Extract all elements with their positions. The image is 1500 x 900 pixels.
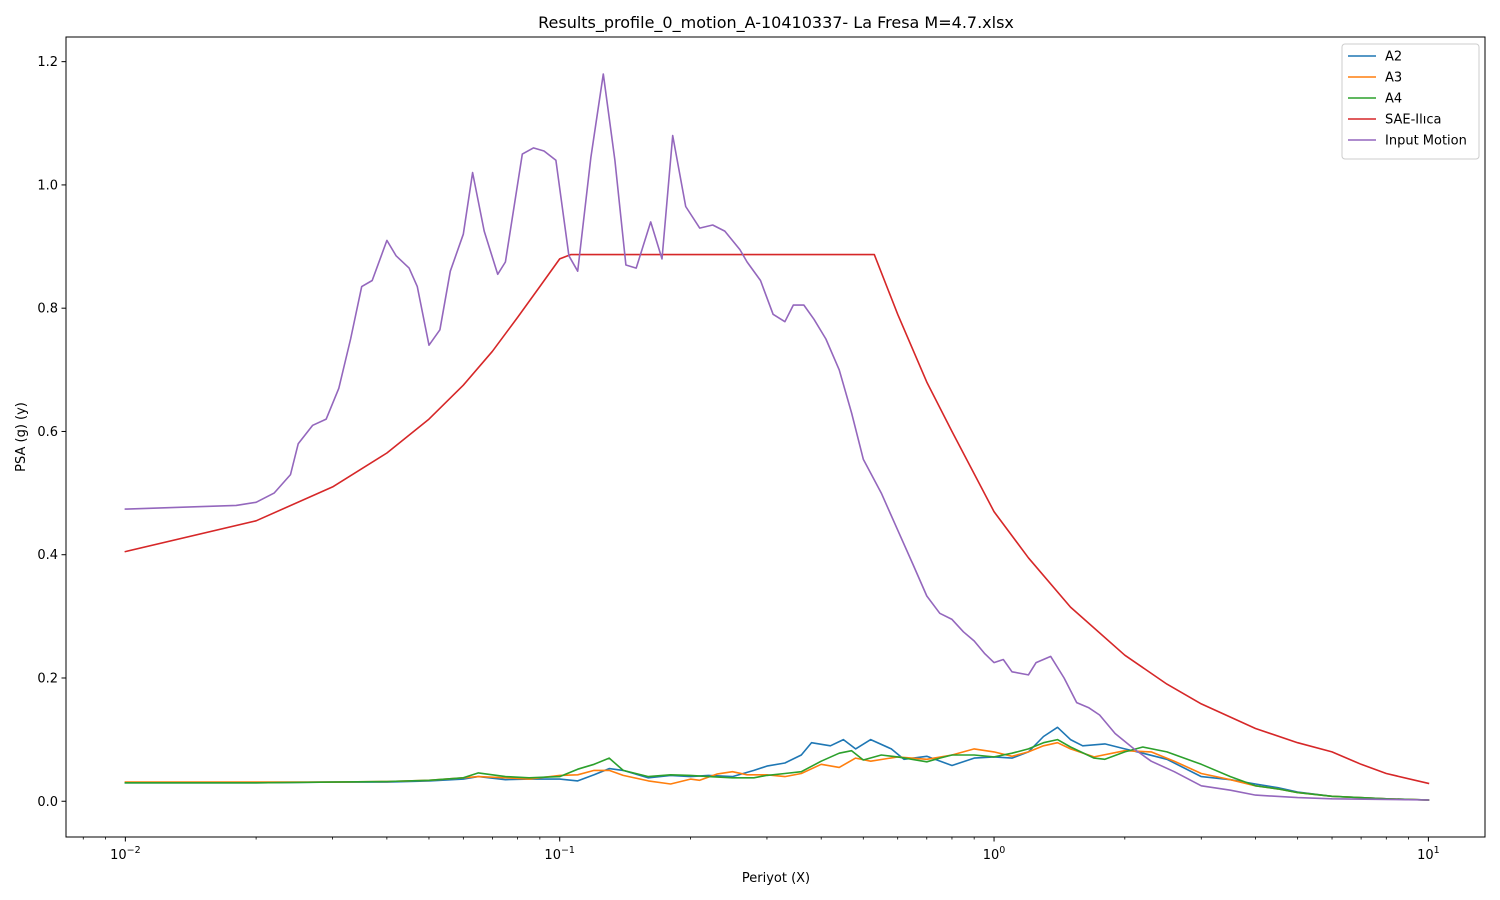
plot-area: 10−2 10−1 100 101 0.0 0.2 0.4 0.6 0.8 1.0 1.2 bbox=[37, 36, 1486, 863]
y-tick-label: 0.6 bbox=[37, 425, 58, 440]
series-group bbox=[124, 73, 1430, 801]
y-tick-label: 0.0 bbox=[37, 795, 58, 810]
legend-label: Input Motion bbox=[1385, 134, 1467, 149]
x-tick-label: 100 bbox=[983, 845, 1006, 863]
legend-label: A4 bbox=[1385, 92, 1402, 107]
y-tick-label: 0.4 bbox=[37, 548, 58, 563]
x-tick-label: 10−1 bbox=[544, 845, 575, 863]
legend-label: A2 bbox=[1385, 50, 1402, 65]
legend-label: SAE-Ilıca bbox=[1385, 113, 1441, 128]
series-line-3 bbox=[124, 253, 1430, 785]
y-tick-label: 1.0 bbox=[37, 178, 58, 193]
legend: A2 A3 A4 SAE-Ilıca Input Motion bbox=[1341, 43, 1480, 160]
x-axis-label: Periyot (X) bbox=[742, 871, 810, 886]
y-axis-label: PSA (g) (y) bbox=[14, 402, 29, 472]
series-lines bbox=[124, 73, 1430, 801]
y-tick-label: 1.2 bbox=[37, 55, 58, 70]
x-tick-label: 10−2 bbox=[110, 845, 141, 863]
y-tick-label: 0.8 bbox=[37, 302, 58, 317]
y-tick-label: 0.2 bbox=[37, 671, 58, 686]
axes-frame bbox=[65, 36, 1486, 838]
series-line-4 bbox=[124, 73, 1430, 801]
series-line-0 bbox=[124, 726, 1430, 801]
chart-title: Results_profile_0_motion_A-10410337- La … bbox=[538, 13, 1014, 33]
legend-box bbox=[1341, 43, 1480, 160]
x-tick-label: 101 bbox=[1417, 845, 1440, 863]
axes: 10−2 10−1 100 101 0.0 0.2 0.4 0.6 0.8 1.0 1.2 bbox=[37, 36, 1486, 863]
legend-label: A3 bbox=[1385, 71, 1402, 86]
series-line-1 bbox=[124, 741, 1430, 801]
series-line-2 bbox=[124, 738, 1430, 801]
